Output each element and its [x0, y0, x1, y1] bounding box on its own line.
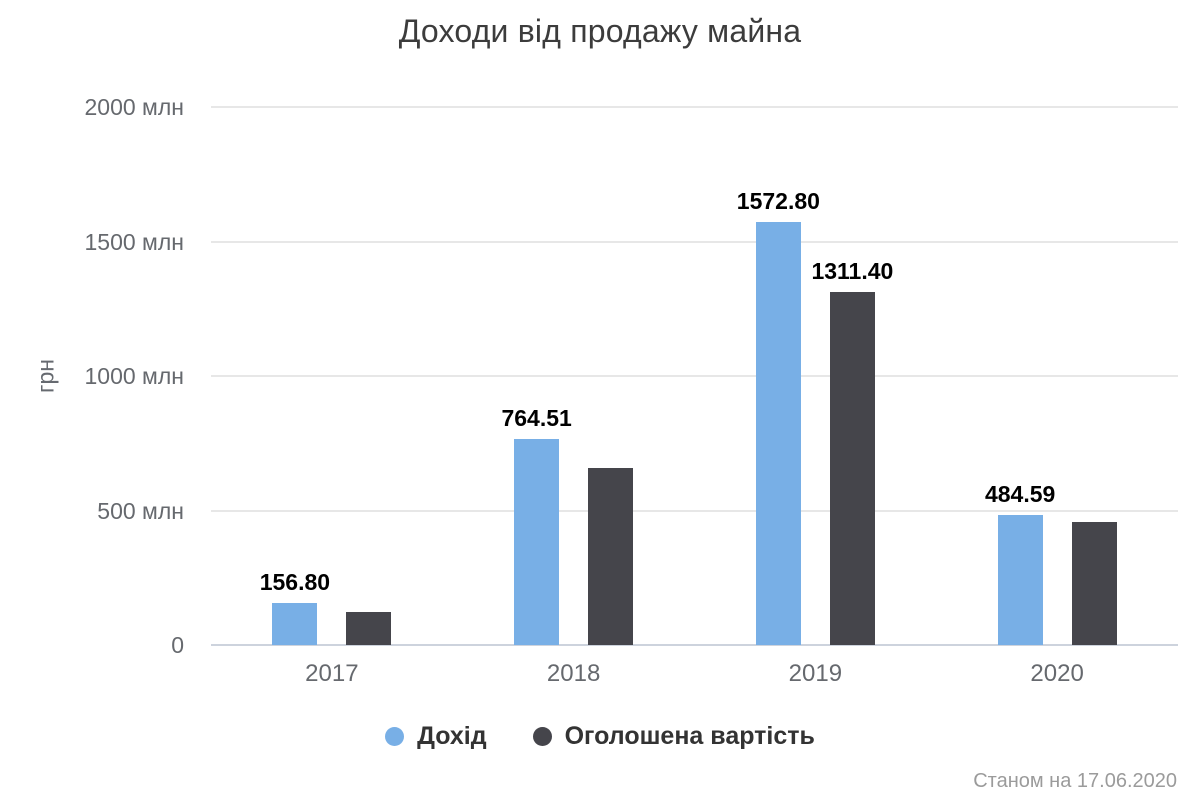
y-tick-label-500: 500 млн: [97, 497, 184, 524]
y-tick-label-2000: 2000 млн: [84, 94, 185, 120]
y-tick-label-0: 0: [171, 632, 184, 658]
bar-2017-series-1[interactable]: [272, 602, 318, 645]
legend-marker-icon: [385, 727, 405, 746]
y-tick-label-1500: 1500 млн: [84, 228, 185, 255]
plot-area: 156.80 764.51 1572.80 484.59 1311.40: [211, 106, 1178, 646]
bar-2018-series-1[interactable]: [514, 439, 560, 645]
legend-label: Оголошена вартість: [564, 722, 815, 750]
legend-marker-icon: [532, 727, 552, 746]
data-label-2018-series-1: 764.51: [501, 405, 572, 432]
gridline-1000: [211, 375, 1178, 377]
legend: Дохід Оголошена вартість: [0, 722, 1200, 751]
bar-2020-series-2[interactable]: [1071, 522, 1117, 645]
data-label-2020-series-1: 484.59: [984, 480, 1056, 507]
x-tick-label-2019: 2019: [788, 660, 843, 687]
gridline-2000: [211, 106, 1178, 108]
gridline-500: [211, 509, 1178, 512]
chart-title: Доходи від продажу майна: [398, 13, 802, 49]
x-tick-label-2018: 2018: [546, 660, 601, 687]
chart-caption: Станом на 17.06.2020: [973, 770, 1177, 792]
bar-2018-series-2[interactable]: [588, 467, 634, 645]
x-tick-label-2017: 2017: [305, 660, 359, 687]
legend-item-series-1[interactable]: Дохід: [385, 722, 487, 751]
bar-2020-series-1[interactable]: [997, 514, 1043, 645]
x-tick-label-2020: 2020: [1030, 660, 1084, 687]
gridline-1500: [211, 240, 1178, 243]
bar-2017-series-2[interactable]: [346, 611, 392, 645]
y-tick-label-1000: 1000 млн: [84, 363, 185, 389]
data-label-2019-series-2: 1311.40: [811, 258, 894, 285]
legend-item-series-2[interactable]: Оголошена вартість: [532, 722, 815, 751]
data-label-2019-series-1: 1572.80: [736, 187, 820, 214]
data-label-2017-series-1: 156.80: [259, 568, 331, 595]
bar-2019-series-2[interactable]: [829, 292, 875, 645]
legend-label: Дохід: [417, 722, 487, 750]
x-axis-line: [211, 644, 1178, 646]
bar-2019-series-1[interactable]: [755, 221, 801, 645]
